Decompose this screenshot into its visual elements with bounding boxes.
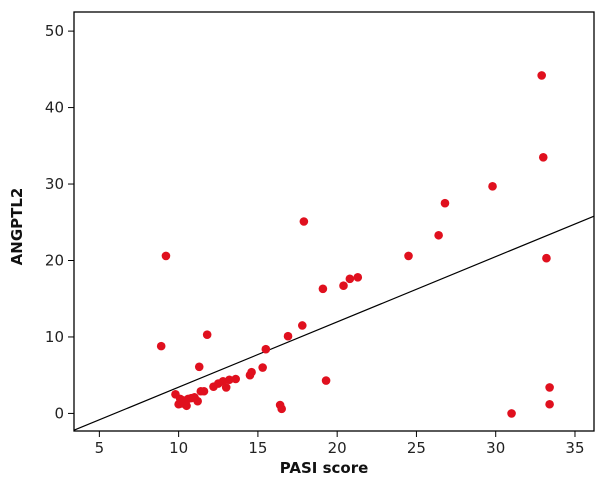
y-tick-label: 20 [45,251,64,269]
y-tick-label: 0 [54,404,64,422]
x-axis-title: PASI score [280,459,369,477]
data-point-45 [545,399,554,409]
data-point-43 [542,253,551,263]
data-point-42 [538,152,548,162]
data-point-38 [440,198,450,208]
data-point-35 [353,273,363,282]
data-point-36 [404,251,413,261]
trendline-group [73,215,595,431]
data-point-29 [297,321,307,330]
data-point-24 [258,363,267,372]
y-tick-label: 30 [45,175,64,193]
data-point-1 [161,251,171,261]
data-point-21 [231,374,241,384]
data-point-37 [434,230,443,240]
data-point-41 [537,71,546,80]
y-axis: 0 10 20 30 40 50 [45,22,74,422]
data-point-27 [277,404,286,414]
data-point-25 [261,344,271,354]
data-point-15 [202,330,212,339]
x-tick-label: 30 [486,439,505,457]
data-point-34 [345,274,355,284]
y-axis-title: ANGPTL2 [8,188,26,266]
data-points [156,71,554,418]
data-point-30 [299,217,309,226]
data-point-0 [156,341,166,351]
data-point-39 [488,182,497,191]
y-tick-label: 50 [45,22,64,40]
x-tick-label: 10 [169,439,188,457]
x-tick-label: 20 [328,439,347,457]
x-tick-label: 15 [248,439,267,457]
x-tick-label: 25 [407,439,426,457]
x-tick-label: 5 [95,439,105,457]
data-point-12 [194,362,204,372]
data-point-32 [321,376,331,385]
x-axis: 5 10 15 20 25 30 35 [95,431,585,457]
data-point-40 [507,409,516,418]
plot-frame [73,11,595,432]
data-point-19 [221,383,231,392]
data-point-11 [193,396,202,406]
data-point-14 [199,386,209,396]
data-point-7 [182,401,191,411]
data-point-44 [545,383,554,392]
data-point-31 [318,284,328,294]
y-tick-label: 10 [45,328,64,346]
y-tick-label: 40 [45,99,64,117]
trendline [73,215,595,431]
data-point-28 [283,331,293,341]
x-tick-label: 35 [565,439,584,457]
data-point-23 [247,367,256,377]
data-point-20 [225,375,234,385]
data-point-33 [339,281,348,291]
